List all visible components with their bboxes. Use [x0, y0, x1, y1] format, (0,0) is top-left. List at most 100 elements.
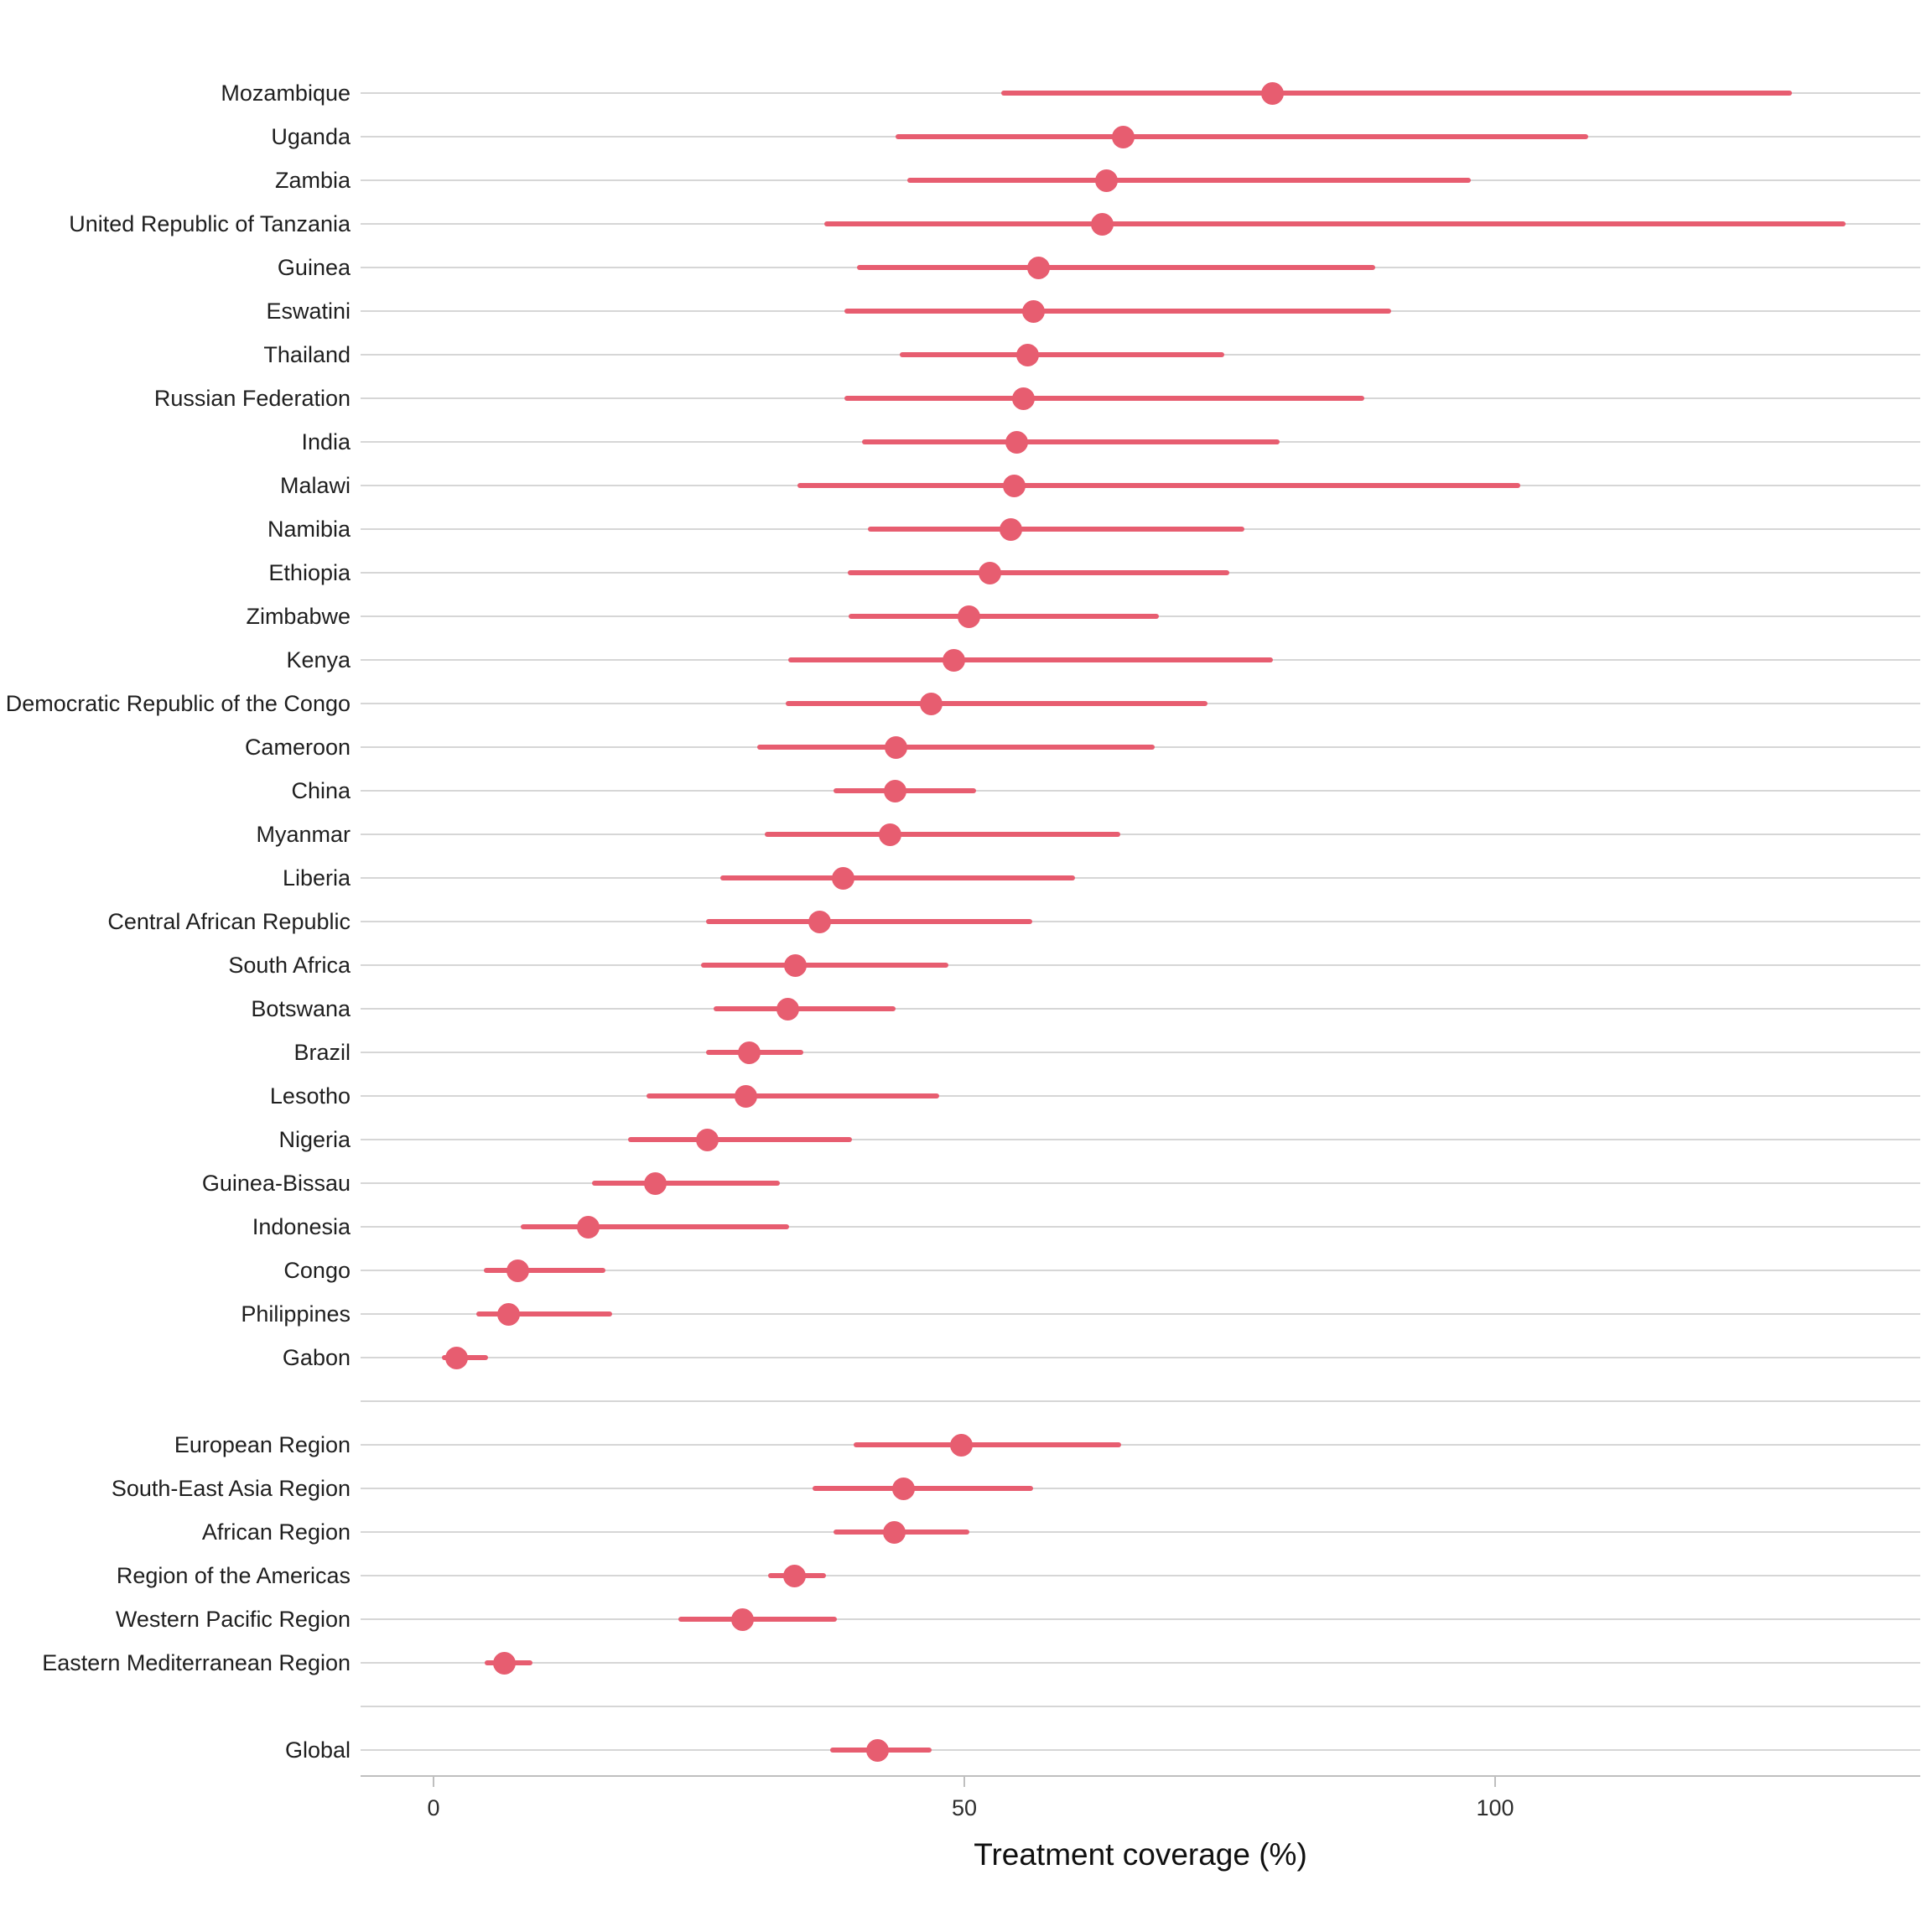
point-dot — [1016, 343, 1040, 366]
point-dot — [782, 1564, 806, 1587]
row-label: Western Pacific Region — [115, 1607, 351, 1632]
point-dot — [776, 997, 800, 1021]
row-label: Kenya — [286, 647, 351, 673]
row-label: Zambia — [274, 168, 351, 193]
point-dot — [920, 692, 943, 715]
gridline — [361, 834, 1920, 835]
point-dot — [1095, 169, 1119, 192]
x-tick-label: 0 — [427, 1795, 440, 1820]
point-dot — [497, 1302, 521, 1326]
point-dot — [737, 1041, 761, 1064]
gridline — [361, 1706, 1920, 1707]
gridline — [361, 1749, 1920, 1751]
ci-line — [899, 352, 1225, 357]
row-label: Brazil — [293, 1040, 351, 1065]
x-axis-title: Treatment coverage (%) — [974, 1837, 1307, 1872]
ci-line — [844, 309, 1391, 314]
point-dot — [644, 1171, 667, 1195]
row-label: Eswatini — [266, 299, 351, 324]
point-dot — [882, 1520, 906, 1544]
row-label: Philippines — [241, 1301, 351, 1327]
ci-line — [857, 265, 1375, 270]
point-dot — [696, 1128, 719, 1151]
point-dot — [730, 1607, 754, 1631]
ci-line — [483, 1268, 606, 1273]
gridline — [361, 790, 1920, 792]
row-label: Central African Republic — [107, 909, 351, 934]
row-label: Congo — [283, 1258, 351, 1283]
x-tick-label: 50 — [951, 1795, 978, 1820]
ci-line — [906, 178, 1471, 183]
gridline — [361, 964, 1920, 966]
ci-line — [714, 1006, 896, 1011]
point-dot — [784, 953, 808, 977]
gridline — [361, 1575, 1920, 1576]
point-dot — [808, 910, 832, 933]
row-label: China — [291, 778, 351, 803]
row-label: Namibia — [267, 517, 351, 542]
ci-line — [1001, 91, 1793, 96]
point-dot — [493, 1651, 517, 1675]
ci-line — [849, 614, 1159, 619]
point-dot — [978, 561, 1001, 584]
point-dot — [1021, 299, 1045, 323]
row-label: Botswana — [251, 996, 351, 1021]
row-label: Region of the Americas — [116, 1563, 351, 1588]
row-label: Indonesia — [252, 1214, 351, 1239]
row-label: Guinea — [277, 255, 351, 280]
gridline — [361, 1182, 1920, 1184]
row-label: Cameroon — [244, 735, 351, 760]
row-label: South-East Asia Region — [111, 1476, 351, 1501]
ci-line — [520, 1224, 790, 1229]
point-dot — [1091, 212, 1114, 236]
point-dot — [884, 779, 907, 802]
ci-line — [786, 701, 1208, 706]
ci-line — [757, 745, 1155, 750]
point-dot — [1003, 474, 1026, 497]
gridline — [361, 877, 1920, 879]
point-dot — [1260, 81, 1284, 105]
row-label: Gabon — [282, 1345, 351, 1370]
point-dot — [949, 1433, 973, 1457]
ci-line — [867, 527, 1245, 532]
row-label: India — [301, 429, 351, 454]
point-dot — [445, 1346, 469, 1369]
gridline — [361, 1313, 1920, 1315]
ci-line — [854, 1442, 1122, 1447]
gridline — [361, 1226, 1920, 1228]
point-dot — [942, 648, 965, 672]
ci-line — [862, 439, 1280, 444]
point-dot — [577, 1215, 600, 1239]
ci-line — [678, 1617, 838, 1622]
gridline — [361, 1052, 1920, 1053]
gridline — [361, 1444, 1920, 1446]
ci-line — [591, 1181, 780, 1186]
point-dot — [892, 1477, 916, 1500]
point-dot — [1005, 430, 1028, 454]
ci-line — [823, 221, 1846, 226]
ci-line — [764, 832, 1121, 837]
ci-line — [627, 1137, 852, 1142]
row-label: Malawi — [279, 473, 351, 498]
row-label: Lesotho — [269, 1083, 351, 1109]
row-label: Guinea-Bissau — [201, 1171, 351, 1196]
row-label: Uganda — [271, 124, 351, 149]
row-label: Nigeria — [278, 1127, 351, 1152]
row-label: Myanmar — [256, 822, 351, 847]
gridline — [361, 1531, 1920, 1533]
row-label: South Africa — [228, 953, 351, 978]
row-label: Thailand — [263, 342, 351, 367]
row-label: European Region — [174, 1432, 351, 1457]
x-tick — [433, 1777, 434, 1787]
gridline — [361, 1095, 1920, 1097]
row-label: Liberia — [282, 865, 351, 891]
point-dot — [1012, 387, 1036, 410]
point-dot — [865, 1738, 889, 1762]
ci-line — [812, 1486, 1034, 1491]
point-dot — [832, 866, 855, 890]
row-label: Democratic Republic of the Congo — [5, 691, 351, 716]
row-label: Zimbabwe — [246, 604, 351, 629]
point-dot — [885, 735, 908, 759]
gridline — [361, 1400, 1920, 1402]
